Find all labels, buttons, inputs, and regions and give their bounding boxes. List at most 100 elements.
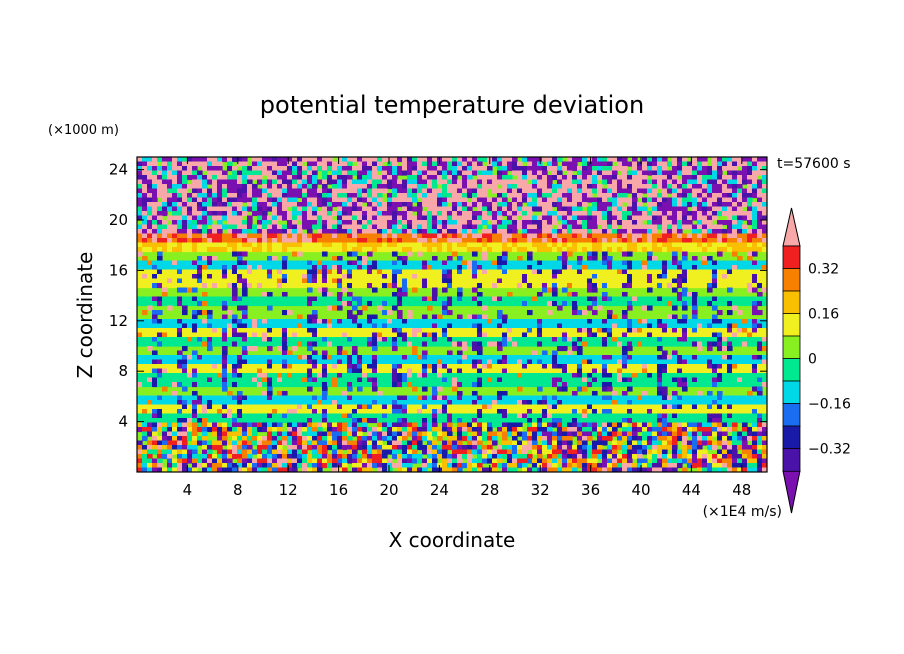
heatmap-cell — [592, 301, 598, 307]
heatmap-cell — [297, 328, 303, 334]
heatmap-cell — [732, 175, 738, 181]
heatmap-cell — [357, 310, 363, 316]
heatmap-cell — [502, 278, 508, 284]
heatmap-cell — [357, 161, 363, 167]
heatmap-cell — [537, 220, 543, 226]
heatmap-cell — [607, 260, 613, 266]
heatmap-cell — [732, 269, 738, 275]
heatmap-cell — [472, 197, 478, 203]
heatmap-cell — [242, 314, 248, 320]
heatmap-cell — [762, 283, 767, 289]
heatmap-cell — [577, 319, 583, 325]
heatmap-cell — [217, 179, 223, 185]
heatmap-cell — [597, 296, 603, 302]
heatmap-cell — [367, 283, 373, 289]
heatmap-cell — [652, 175, 658, 181]
heatmap-cell — [342, 364, 348, 370]
heatmap-cell — [697, 161, 703, 167]
heatmap-cell — [512, 220, 518, 226]
heatmap-cell — [137, 332, 143, 338]
heatmap-cell — [542, 220, 548, 226]
heatmap-cell — [212, 202, 218, 208]
heatmap-cell — [572, 296, 578, 302]
heatmap-cell — [142, 278, 148, 284]
heatmap-cell — [707, 278, 713, 284]
heatmap-cell — [377, 247, 383, 253]
heatmap-cell — [212, 359, 218, 365]
heatmap-cell — [587, 359, 593, 365]
heatmap-cell — [402, 242, 408, 248]
heatmap-cell — [572, 238, 578, 244]
heatmap-cell — [212, 157, 218, 163]
heatmap-cell — [147, 323, 153, 329]
heatmap-cell — [327, 229, 333, 235]
heatmap-cell — [552, 296, 558, 302]
heatmap-cell — [222, 278, 228, 284]
heatmap-cell — [717, 328, 723, 334]
heatmap-cell — [412, 332, 418, 338]
heatmap-cell — [477, 166, 483, 172]
heatmap-cell — [732, 274, 738, 280]
heatmap-cell — [682, 364, 688, 370]
heatmap-cell — [402, 337, 408, 343]
heatmap-cell — [717, 332, 723, 338]
heatmap-cell — [537, 296, 543, 302]
heatmap-cell — [577, 242, 583, 248]
heatmap-cell — [347, 211, 353, 217]
heatmap-cell — [317, 202, 323, 208]
heatmap-cell — [762, 341, 767, 347]
heatmap-cell — [262, 332, 268, 338]
heatmap-cell — [377, 355, 383, 361]
heatmap-cell — [282, 179, 288, 185]
heatmap-cell — [582, 265, 588, 271]
heatmap-cell — [442, 310, 448, 316]
heatmap-cell — [137, 224, 143, 230]
heatmap-cell — [532, 323, 538, 329]
heatmap-cell — [307, 193, 313, 199]
heatmap-cell — [592, 319, 598, 325]
heatmap-cell — [467, 161, 473, 167]
heatmap-cell — [662, 364, 668, 370]
heatmap-cell — [467, 247, 473, 253]
heatmap-cell — [447, 355, 453, 361]
heatmap-cell — [577, 224, 583, 230]
heatmap-cell — [702, 269, 708, 275]
heatmap-cell — [417, 233, 423, 239]
heatmap-cell — [562, 238, 568, 244]
heatmap-cell — [477, 359, 483, 365]
heatmap-cell — [147, 179, 153, 185]
heatmap-cell — [387, 179, 393, 185]
heatmap-cell — [302, 323, 308, 329]
heatmap-cell — [517, 274, 523, 280]
heatmap-cell — [442, 305, 448, 311]
heatmap-cell — [372, 188, 378, 194]
heatmap-cell — [592, 341, 598, 347]
heatmap-cell — [632, 355, 638, 361]
heatmap-cell — [297, 283, 303, 289]
heatmap-cell — [182, 215, 188, 221]
heatmap-cell — [297, 251, 303, 257]
heatmap-cell — [187, 319, 193, 325]
heatmap-cell — [607, 269, 613, 275]
heatmap-cell — [362, 166, 368, 172]
heatmap-cell — [727, 359, 733, 365]
heatmap-cell — [382, 278, 388, 284]
heatmap-cell — [337, 305, 343, 311]
heatmap-cell — [422, 278, 428, 284]
heatmap-cell — [657, 301, 663, 307]
heatmap-cell — [682, 202, 688, 208]
heatmap-cell — [222, 206, 228, 212]
heatmap-cell — [232, 368, 238, 374]
heatmap-cell — [512, 238, 518, 244]
heatmap-cell — [667, 359, 673, 365]
heatmap-cell — [397, 355, 403, 361]
heatmap-cell — [602, 229, 608, 235]
heatmap-cell — [382, 157, 388, 163]
heatmap-cell — [242, 301, 248, 307]
heatmap-cell — [612, 314, 618, 320]
heatmap-cell — [407, 265, 413, 271]
heatmap-cell — [612, 220, 618, 226]
heatmap-cell — [152, 274, 158, 280]
heatmap-cell — [167, 359, 173, 365]
heatmap-cell — [472, 332, 478, 338]
